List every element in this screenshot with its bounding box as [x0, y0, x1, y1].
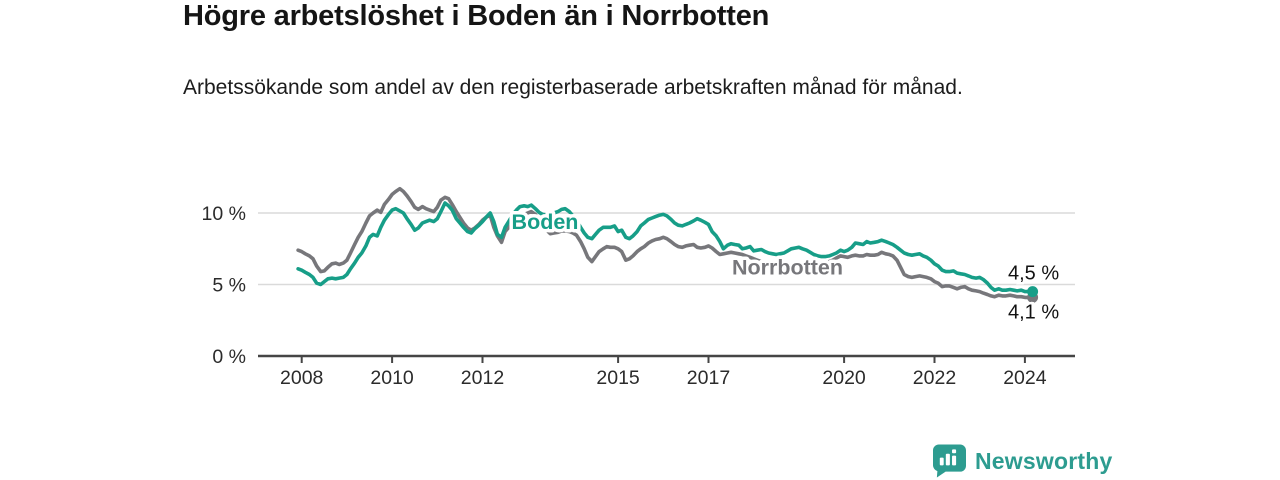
series-label-boden: Boden [512, 210, 579, 234]
y-axis-label: 5 % [212, 275, 246, 297]
end-value-label-norrbotten: 4,1 % [1008, 301, 1059, 323]
newsworthy-logo: Newsworthy [933, 444, 1112, 478]
x-axis-label: 2024 [1003, 367, 1047, 389]
chart-line-norrbotten [296, 186, 1035, 300]
x-axis-label: 2010 [370, 367, 414, 389]
series-label-norrbotten: Norrbotten [732, 256, 843, 280]
y-axis-label: 0 % [212, 346, 246, 368]
newsworthy-logo-text: Newsworthy [975, 447, 1113, 474]
chart-line-boden [296, 201, 1035, 294]
x-axis-label: 2012 [461, 367, 504, 389]
x-axis-label: 2015 [596, 367, 640, 389]
x-axis-label: 2017 [687, 367, 730, 389]
end-value-label-boden: 4,5 % [1008, 263, 1059, 285]
x-axis-label: 2020 [822, 367, 866, 389]
y-axis-label: 10 % [202, 203, 246, 225]
chart-title: Högre arbetslöshet i Boden än i Norrbott… [183, 0, 770, 32]
x-axis-label: 2022 [913, 367, 956, 389]
end-dot-boden [1027, 286, 1039, 298]
chart-subtitle: Arbetssökande som andel av den registerb… [183, 76, 963, 99]
x-axis-label: 2008 [280, 367, 323, 389]
newsworthy-bubble-chart-icon [933, 444, 966, 478]
